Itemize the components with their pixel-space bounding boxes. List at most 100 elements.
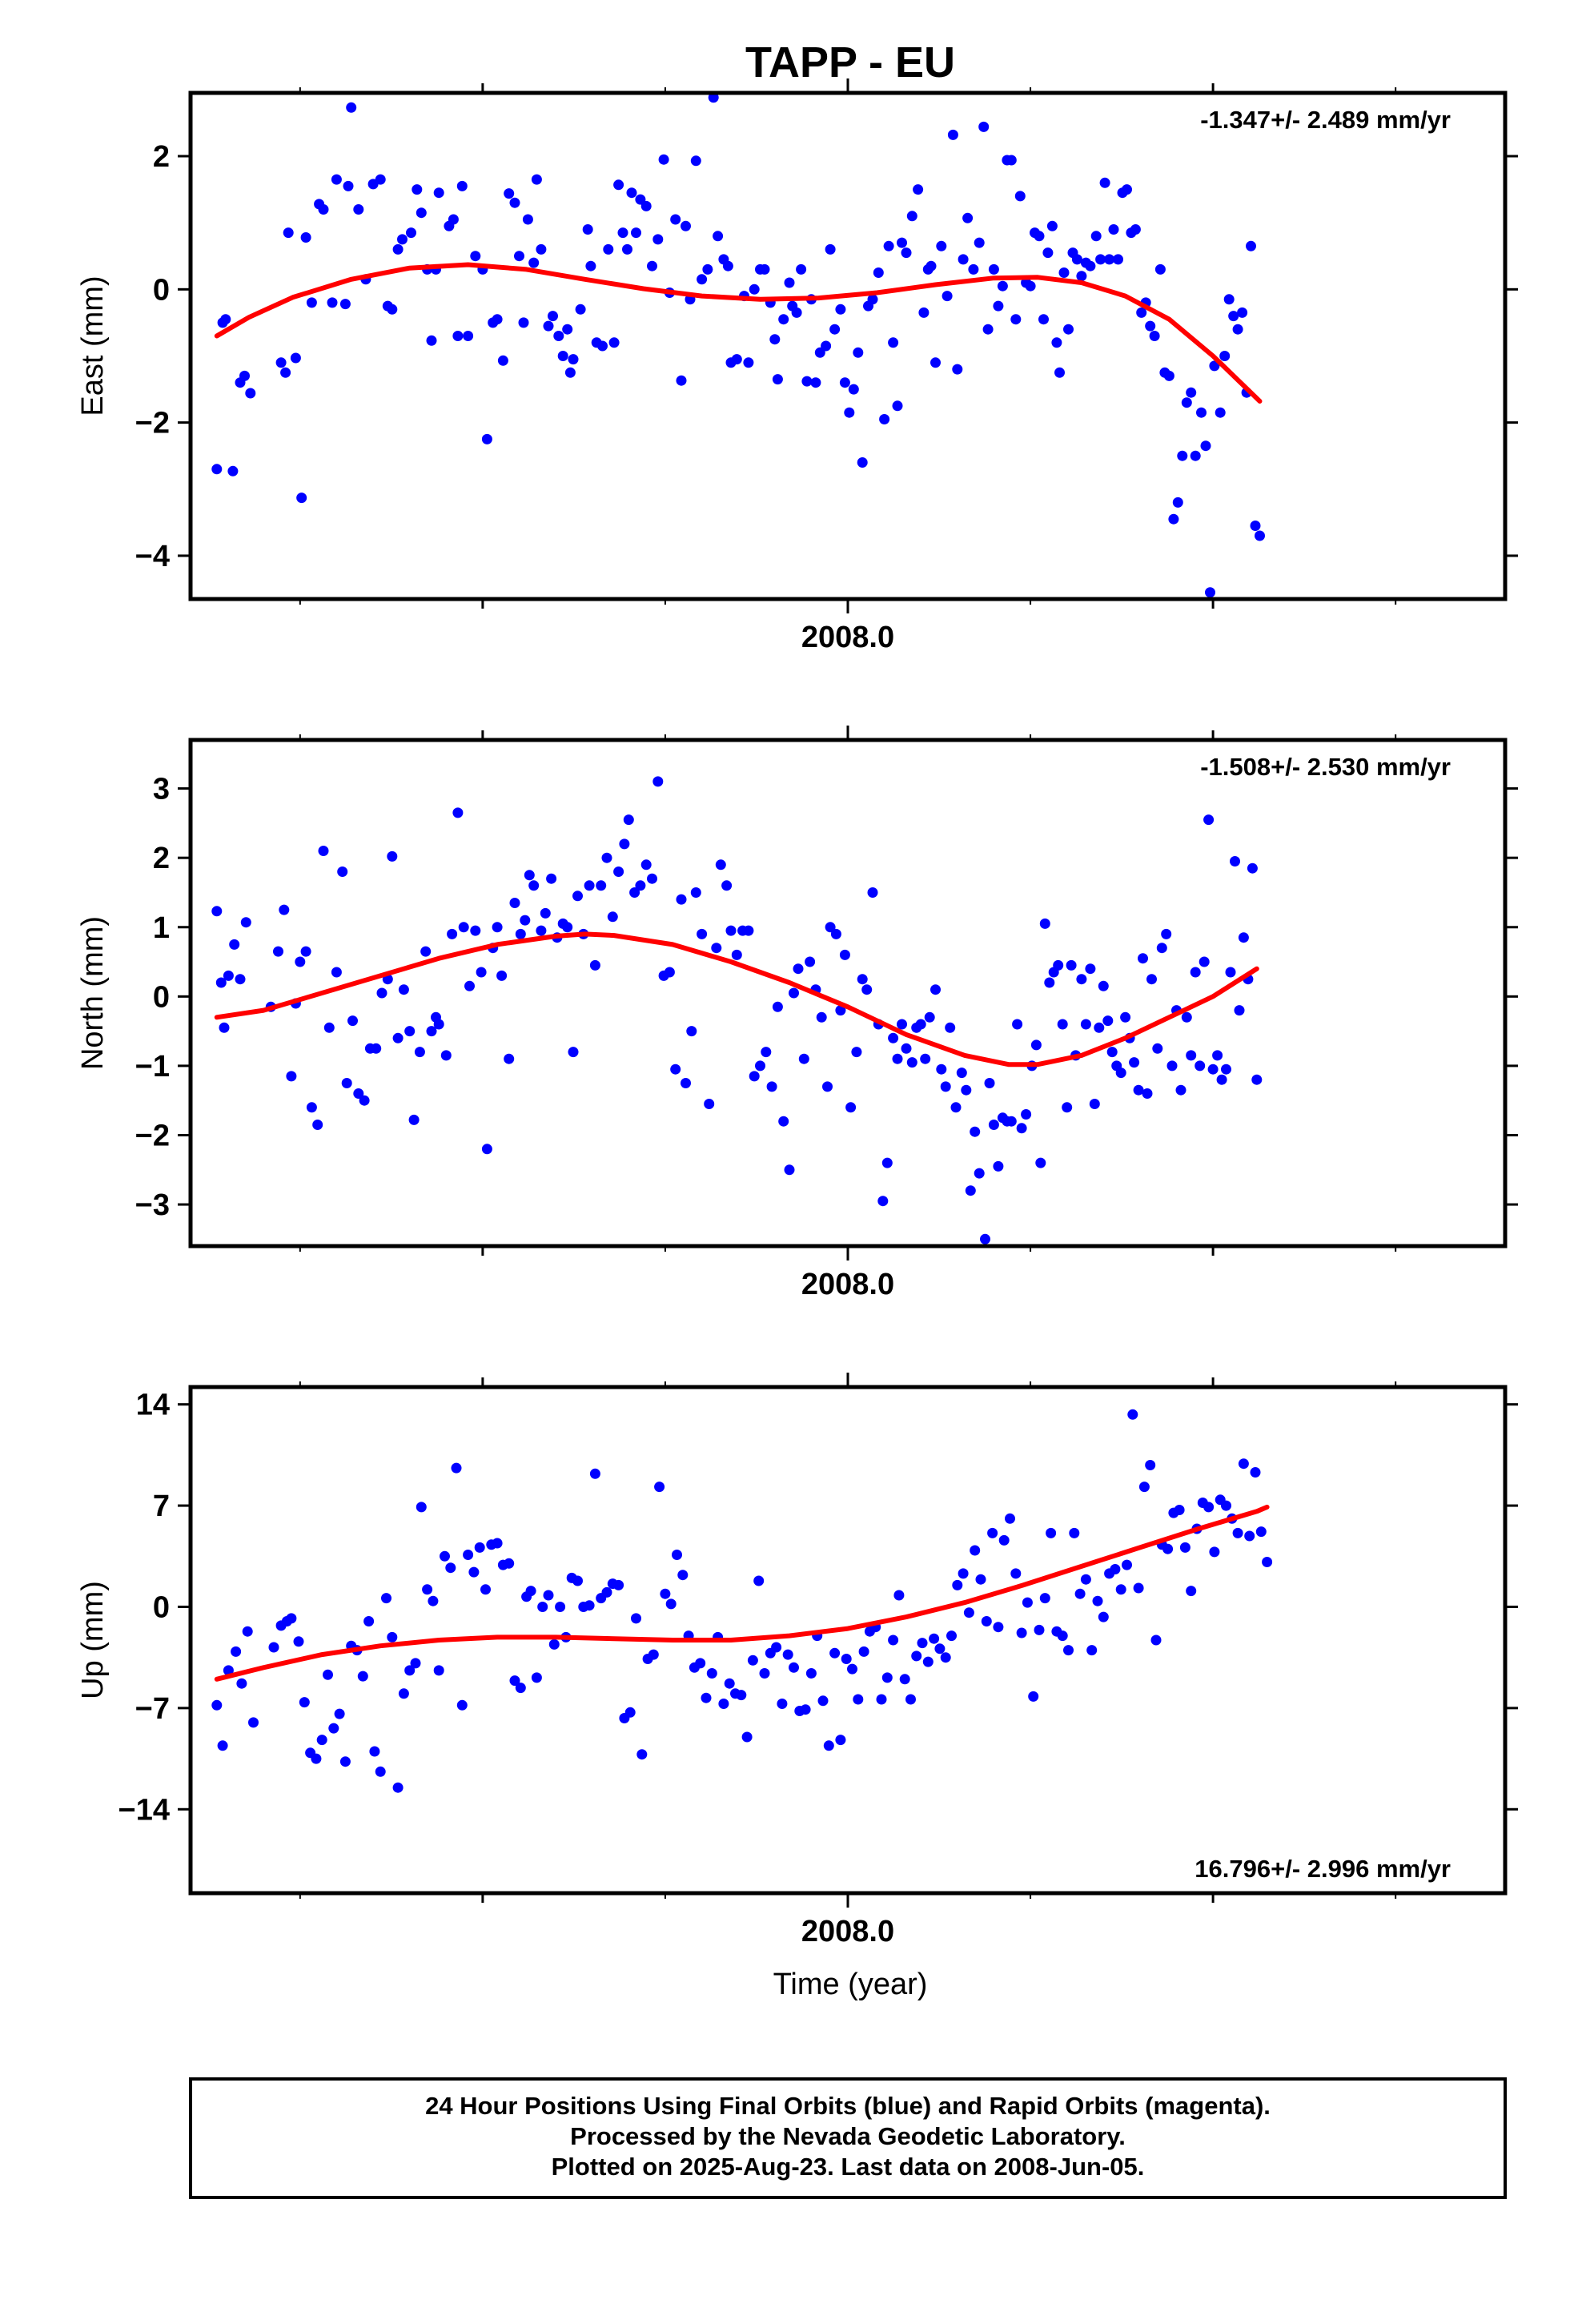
data-point [1219, 351, 1231, 361]
data-point [877, 1196, 889, 1207]
data-point [1221, 1063, 1231, 1075]
data-point [823, 1740, 834, 1751]
data-point [1034, 1624, 1045, 1635]
data-point [1010, 314, 1022, 325]
data-point [211, 1699, 223, 1711]
data-point [883, 240, 894, 251]
data-point [965, 1185, 976, 1196]
data-point [217, 1740, 228, 1751]
data-point [816, 1011, 827, 1023]
data-point [531, 1672, 542, 1683]
data-point [1012, 1019, 1023, 1030]
data-point [997, 280, 1008, 292]
data-point [713, 231, 724, 242]
data-point [497, 355, 508, 366]
data-point [474, 1542, 485, 1553]
data-point [410, 1658, 421, 1669]
data-point [311, 1753, 322, 1764]
data-point [504, 188, 515, 199]
data-point [892, 1053, 903, 1064]
data-point [993, 1160, 1004, 1172]
data-point [1221, 1500, 1231, 1511]
data-point [1022, 1597, 1033, 1608]
data-point [568, 354, 579, 365]
x-tick-label: 2008.0 [801, 621, 894, 654]
data-point [974, 237, 985, 248]
data-point [853, 1694, 864, 1705]
data-point [721, 880, 733, 891]
y-tick-label: 2 [153, 842, 170, 875]
data-point [835, 1735, 846, 1746]
data-point [835, 1005, 846, 1016]
data-point [619, 838, 630, 850]
data-point [492, 314, 503, 325]
data-point [926, 260, 937, 271]
data-point [229, 939, 240, 950]
fit-curve [214, 931, 1259, 1068]
data-point [851, 1047, 862, 1058]
data-point [867, 294, 878, 305]
data-point [584, 1600, 595, 1611]
data-point [660, 1588, 671, 1599]
data-point [617, 227, 628, 239]
data-point [1156, 943, 1167, 954]
data-point [1057, 1630, 1068, 1642]
data-point [476, 967, 487, 978]
data-point [607, 911, 618, 923]
data-point [1030, 1039, 1042, 1051]
data-point [223, 1665, 234, 1676]
data-point [1016, 1123, 1027, 1134]
data-point [825, 922, 836, 933]
data-point [440, 1550, 450, 1562]
data-point [306, 297, 317, 308]
data-point [839, 377, 850, 388]
data-point [1071, 254, 1082, 265]
data-point [613, 866, 624, 877]
data-point [337, 866, 348, 877]
data-point [211, 464, 223, 475]
data-point [695, 1658, 706, 1669]
data-point [701, 1692, 712, 1703]
data-point [433, 1019, 444, 1030]
data-point [857, 974, 868, 985]
data-point [1010, 1568, 1022, 1579]
panel-2: 2008.0 −3 −2 −1 0 1 2 3 North (mm) -1.508+/- 2.53… [76, 726, 1518, 1301]
data-point [817, 1695, 829, 1707]
data-point [681, 1078, 691, 1088]
data-point [652, 234, 664, 245]
data-point [731, 354, 742, 365]
data-point [1162, 1543, 1174, 1554]
data-point [635, 880, 646, 891]
data-point [1046, 1527, 1057, 1538]
data-point [504, 1558, 515, 1569]
data-point [582, 224, 593, 235]
data-point [290, 352, 301, 364]
data-point [548, 311, 558, 322]
data-point [1172, 497, 1183, 508]
data-point [888, 1634, 899, 1646]
data-point [993, 300, 1004, 312]
data-point [470, 925, 481, 936]
data-point [426, 335, 437, 346]
data-point [1230, 856, 1240, 866]
data-point [568, 1047, 579, 1058]
data-point [629, 887, 640, 898]
data-point [1122, 1559, 1132, 1570]
data-point [522, 214, 533, 225]
data-point [998, 1534, 1010, 1546]
data-point [1234, 1005, 1245, 1016]
data-point [562, 324, 573, 335]
data-point [312, 1120, 323, 1130]
data-point [1166, 1060, 1178, 1072]
fit-curve [214, 262, 1263, 404]
data-point [647, 873, 657, 884]
data-point [736, 1690, 747, 1701]
data-point [901, 1043, 912, 1054]
data-point [1051, 337, 1062, 348]
data-point [929, 1633, 940, 1644]
data-point [1136, 307, 1147, 318]
data-point [543, 320, 554, 332]
data-point [464, 980, 475, 991]
data-point [1099, 177, 1110, 188]
data-point [327, 297, 338, 308]
